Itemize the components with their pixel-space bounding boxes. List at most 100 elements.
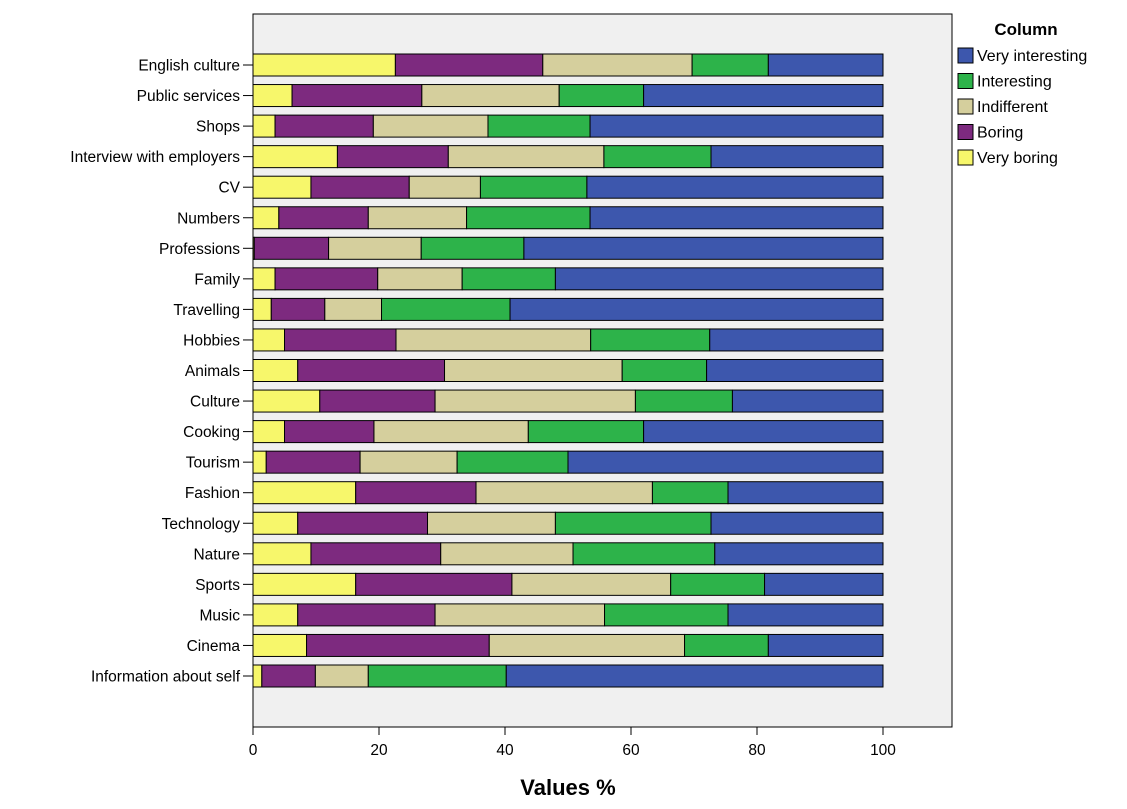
x-axis-title: Values % bbox=[520, 775, 615, 800]
bar-segment-very-boring bbox=[252, 572, 357, 596]
category-label: Family bbox=[194, 271, 240, 288]
x-tick-label: 60 bbox=[622, 742, 640, 759]
bar-segment-very-interesting bbox=[727, 481, 884, 505]
legend-label-interesting: Interesting bbox=[977, 74, 1052, 91]
category-label: Public services bbox=[137, 88, 241, 105]
x-tick-label: 80 bbox=[748, 742, 766, 759]
bar-segment-boring bbox=[253, 236, 330, 260]
bar-segment-very-interesting bbox=[764, 572, 884, 596]
bar-segment-boring bbox=[265, 450, 361, 474]
bar-segment-boring bbox=[297, 603, 436, 627]
category-label: Numbers bbox=[177, 210, 240, 227]
bar-segment-very-interesting bbox=[731, 389, 884, 413]
bar-segment-very-interesting bbox=[523, 236, 884, 260]
bar-segment-interesting bbox=[487, 114, 591, 138]
bar-segment-very-boring bbox=[252, 450, 267, 474]
bar-segment-boring bbox=[284, 328, 397, 352]
legend-label-very-boring: Very boring bbox=[977, 150, 1058, 167]
bar-segment-very-interesting bbox=[509, 297, 884, 321]
bar-segment-very-boring bbox=[252, 603, 299, 627]
category-label: CV bbox=[218, 180, 240, 197]
category-label: Fashion bbox=[185, 485, 240, 502]
legend-title: Column bbox=[994, 20, 1057, 39]
bar-segment-indifferent bbox=[542, 53, 693, 77]
bar-segment-indifferent bbox=[372, 114, 489, 138]
x-tick-label: 20 bbox=[370, 742, 388, 759]
bar-segment-interesting bbox=[456, 450, 569, 474]
category-label: Culture bbox=[190, 394, 240, 411]
bar-segment-interesting bbox=[603, 145, 712, 169]
bar-segment-very-interesting bbox=[505, 664, 884, 688]
category-label: Technology bbox=[162, 516, 241, 533]
bar-segment-very-boring bbox=[252, 328, 285, 352]
legend-swatch-boring bbox=[957, 124, 974, 140]
bar-segment-indifferent bbox=[434, 603, 606, 627]
legend-label-boring: Boring bbox=[977, 125, 1023, 142]
bar-segment-very-interesting bbox=[767, 53, 884, 77]
category-label: Music bbox=[200, 607, 241, 624]
bar-segment-boring bbox=[297, 511, 429, 535]
category-label: Information about self bbox=[91, 669, 241, 686]
bar-segment-interesting bbox=[604, 603, 729, 627]
bar-segment-indifferent bbox=[421, 84, 560, 108]
bar-segment-interesting bbox=[691, 53, 769, 77]
bar-segment-very-interesting bbox=[767, 633, 884, 657]
bar-segment-indifferent bbox=[373, 420, 529, 444]
bar-segment-very-boring bbox=[252, 114, 276, 138]
bar-segment-indifferent bbox=[447, 145, 605, 169]
bar-segment-indifferent bbox=[511, 572, 672, 596]
bar-segment-boring bbox=[278, 206, 369, 230]
bar-segment-boring bbox=[310, 542, 442, 566]
bar-segment-interesting bbox=[381, 297, 511, 321]
bar-segment-boring bbox=[274, 114, 374, 138]
x-axis: 0 20 40 60 80 100 bbox=[249, 727, 896, 759]
category-label: Cooking bbox=[183, 424, 240, 441]
legend-label-very-interesting: Very interesting bbox=[977, 48, 1087, 65]
bar-segment-very-boring bbox=[252, 84, 293, 108]
bar-segment-interesting bbox=[461, 267, 556, 291]
bar-segment-very-boring bbox=[252, 542, 312, 566]
x-tick-label: 100 bbox=[870, 742, 896, 759]
bar-segment-very-boring bbox=[252, 297, 272, 321]
bar-segment-indifferent bbox=[359, 450, 458, 474]
category-label: Shops bbox=[196, 119, 240, 136]
bar-segment-very-interesting bbox=[643, 84, 884, 108]
bar-segment-very-interesting bbox=[589, 206, 884, 230]
bar-segment-boring bbox=[297, 359, 446, 382]
bar-segment-indifferent bbox=[427, 511, 556, 535]
bar-segment-indifferent bbox=[377, 267, 463, 291]
legend-swatch-interesting bbox=[957, 73, 974, 89]
bar-segment-interesting bbox=[670, 572, 766, 596]
legend-label-indifferent: Indifferent bbox=[977, 99, 1048, 116]
bar-segment-very-interesting bbox=[589, 114, 884, 138]
category-label: Hobbies bbox=[183, 332, 240, 349]
bar-segment-interesting bbox=[590, 328, 711, 352]
bar-segment-boring bbox=[270, 297, 326, 321]
bar-segment-very-interesting bbox=[710, 511, 884, 535]
bar-segment-indifferent bbox=[408, 175, 481, 199]
bar-segment-interesting bbox=[479, 175, 588, 199]
bar-segment-very-interesting bbox=[727, 603, 884, 627]
bar-segment-very-interesting bbox=[710, 145, 884, 169]
bar-segment-very-interesting bbox=[643, 420, 884, 444]
category-label: English culture bbox=[138, 58, 240, 75]
bar-segment-very-interesting bbox=[586, 175, 884, 199]
bar-segment-very-boring bbox=[252, 206, 280, 230]
bar-segment-interesting bbox=[572, 542, 716, 566]
bar-segment-indifferent bbox=[488, 633, 686, 657]
bar-segment-boring bbox=[319, 389, 436, 413]
bar-segment-indifferent bbox=[324, 297, 383, 321]
bar-segment-interesting bbox=[420, 236, 525, 260]
category-label: Tourism bbox=[186, 455, 240, 472]
bar-segment-very-interesting bbox=[706, 359, 884, 382]
category-label: Nature bbox=[193, 546, 240, 563]
category-label: Cinema bbox=[187, 638, 241, 655]
bar-segment-very-boring bbox=[252, 389, 321, 413]
category-labels: English culture Public services Shops Inter… bbox=[70, 58, 253, 686]
category-label: Interview with employers bbox=[70, 149, 240, 166]
legend: Column Very interesting Interesting Indiff… bbox=[957, 20, 1087, 167]
bar-segment-boring bbox=[274, 267, 379, 291]
bar-segment-boring bbox=[355, 481, 477, 505]
bar-segment-interesting bbox=[684, 633, 769, 657]
bar-segment-indifferent bbox=[440, 542, 574, 566]
